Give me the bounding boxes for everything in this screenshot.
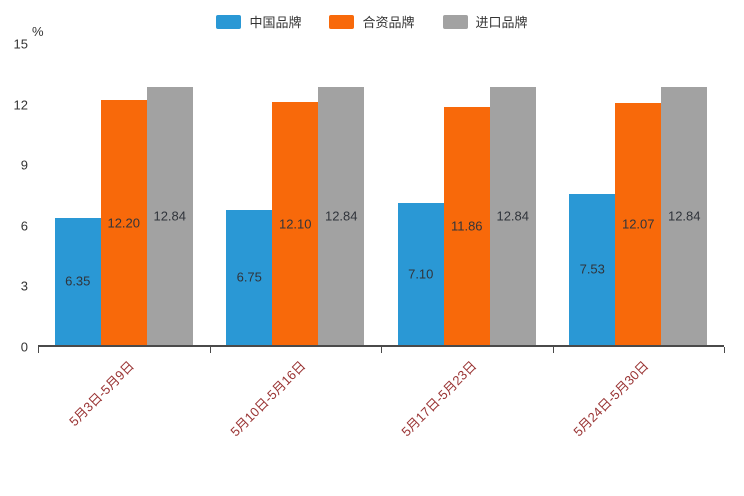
legend-label-joint-venture-brand: 合资品牌 [362, 15, 415, 30]
x-axis-label: 5月10日-5月16日 [226, 358, 308, 440]
bar-value-label: 12.84 [324, 208, 358, 224]
plot-area: 6.35 12.20 12.84 6.75 12.10 12.84 7.10 11.86 12.… [38, 44, 724, 347]
bar: 12.20 [100, 100, 147, 345]
legend-label-china-brand: 中国品牌 [249, 15, 302, 30]
bar-value-label: 7.53 [579, 261, 605, 277]
legend-item-china-brand[interactable]: 中国品牌 [216, 12, 301, 31]
bar-group: 6.75 12.10 12.84 [210, 44, 382, 345]
legend-swatch-china-brand [216, 14, 242, 29]
legend-swatch-import-brand [442, 14, 468, 29]
x-axis-ticks [38, 347, 725, 354]
bar: 12.84 [661, 87, 708, 345]
y-tick-label: 12 [13, 97, 28, 113]
legend-swatch-joint-venture-brand [329, 14, 355, 29]
bar-value-label: 12.84 [153, 208, 187, 224]
bar-group: 7.10 11.86 12.84 [381, 44, 553, 345]
x-tick-mark [724, 347, 725, 353]
bar: 7.53 [569, 193, 616, 345]
legend-item-import-brand[interactable]: 进口品牌 [442, 12, 528, 31]
bar: 11.86 [443, 107, 490, 345]
bar: 12.07 [615, 102, 662, 345]
y-tick-label: 15 [13, 36, 28, 52]
x-tick-mark [381, 347, 382, 353]
x-tick-mark [38, 347, 39, 353]
bar-value-label: 6.35 [65, 273, 91, 289]
bar: 7.10 [397, 202, 444, 345]
bar: 12.84 [318, 87, 365, 345]
x-axis-label: 5月24日-5月30日 [569, 358, 651, 440]
bar: 6.35 [54, 217, 101, 345]
bar-value-label: 12.10 [278, 216, 312, 232]
bar-value-label: 12.07 [621, 216, 655, 232]
bar: 12.84 [146, 87, 193, 345]
bar-value-label: 12.84 [667, 208, 701, 224]
y-tick-label: 3 [20, 278, 28, 294]
y-tick-label: 0 [20, 339, 28, 355]
bar-group: 6.35 12.20 12.84 [38, 44, 210, 345]
bar-value-label: 7.10 [408, 266, 434, 282]
x-tick-mark [209, 347, 211, 353]
legend-item-joint-venture-brand[interactable]: 合资品牌 [329, 12, 415, 31]
bar-group: 7.53 12.07 12.84 [553, 44, 725, 345]
legend: 中国品牌 合资品牌 进口品牌 [0, 12, 744, 31]
y-axis: 0 3 6 9 12 15 [0, 37, 32, 355]
bar-value-label: 12.20 [107, 215, 141, 231]
x-axis-label: 5月3日-5月9日 [65, 358, 137, 430]
x-axis-label: 5月17日-5月23日 [398, 358, 480, 440]
bar: 6.75 [226, 209, 273, 345]
legend-label-import-brand: 进口品牌 [475, 15, 528, 30]
bar-value-label: 12.84 [496, 208, 530, 224]
y-axis-unit-label: % [32, 24, 44, 39]
y-tick-label: 6 [20, 218, 28, 234]
bar: 12.84 [489, 87, 536, 345]
y-tick-label: 9 [20, 157, 28, 173]
bar: 12.10 [272, 102, 319, 345]
x-tick-mark [552, 347, 554, 353]
bar-value-label: 6.75 [236, 269, 262, 285]
bar-value-label: 11.86 [450, 218, 483, 234]
x-axis-labels: 5月3日-5月9日 5月10日-5月16日 5月17日-5月23日 5月24日-5月3… [38, 356, 724, 488]
